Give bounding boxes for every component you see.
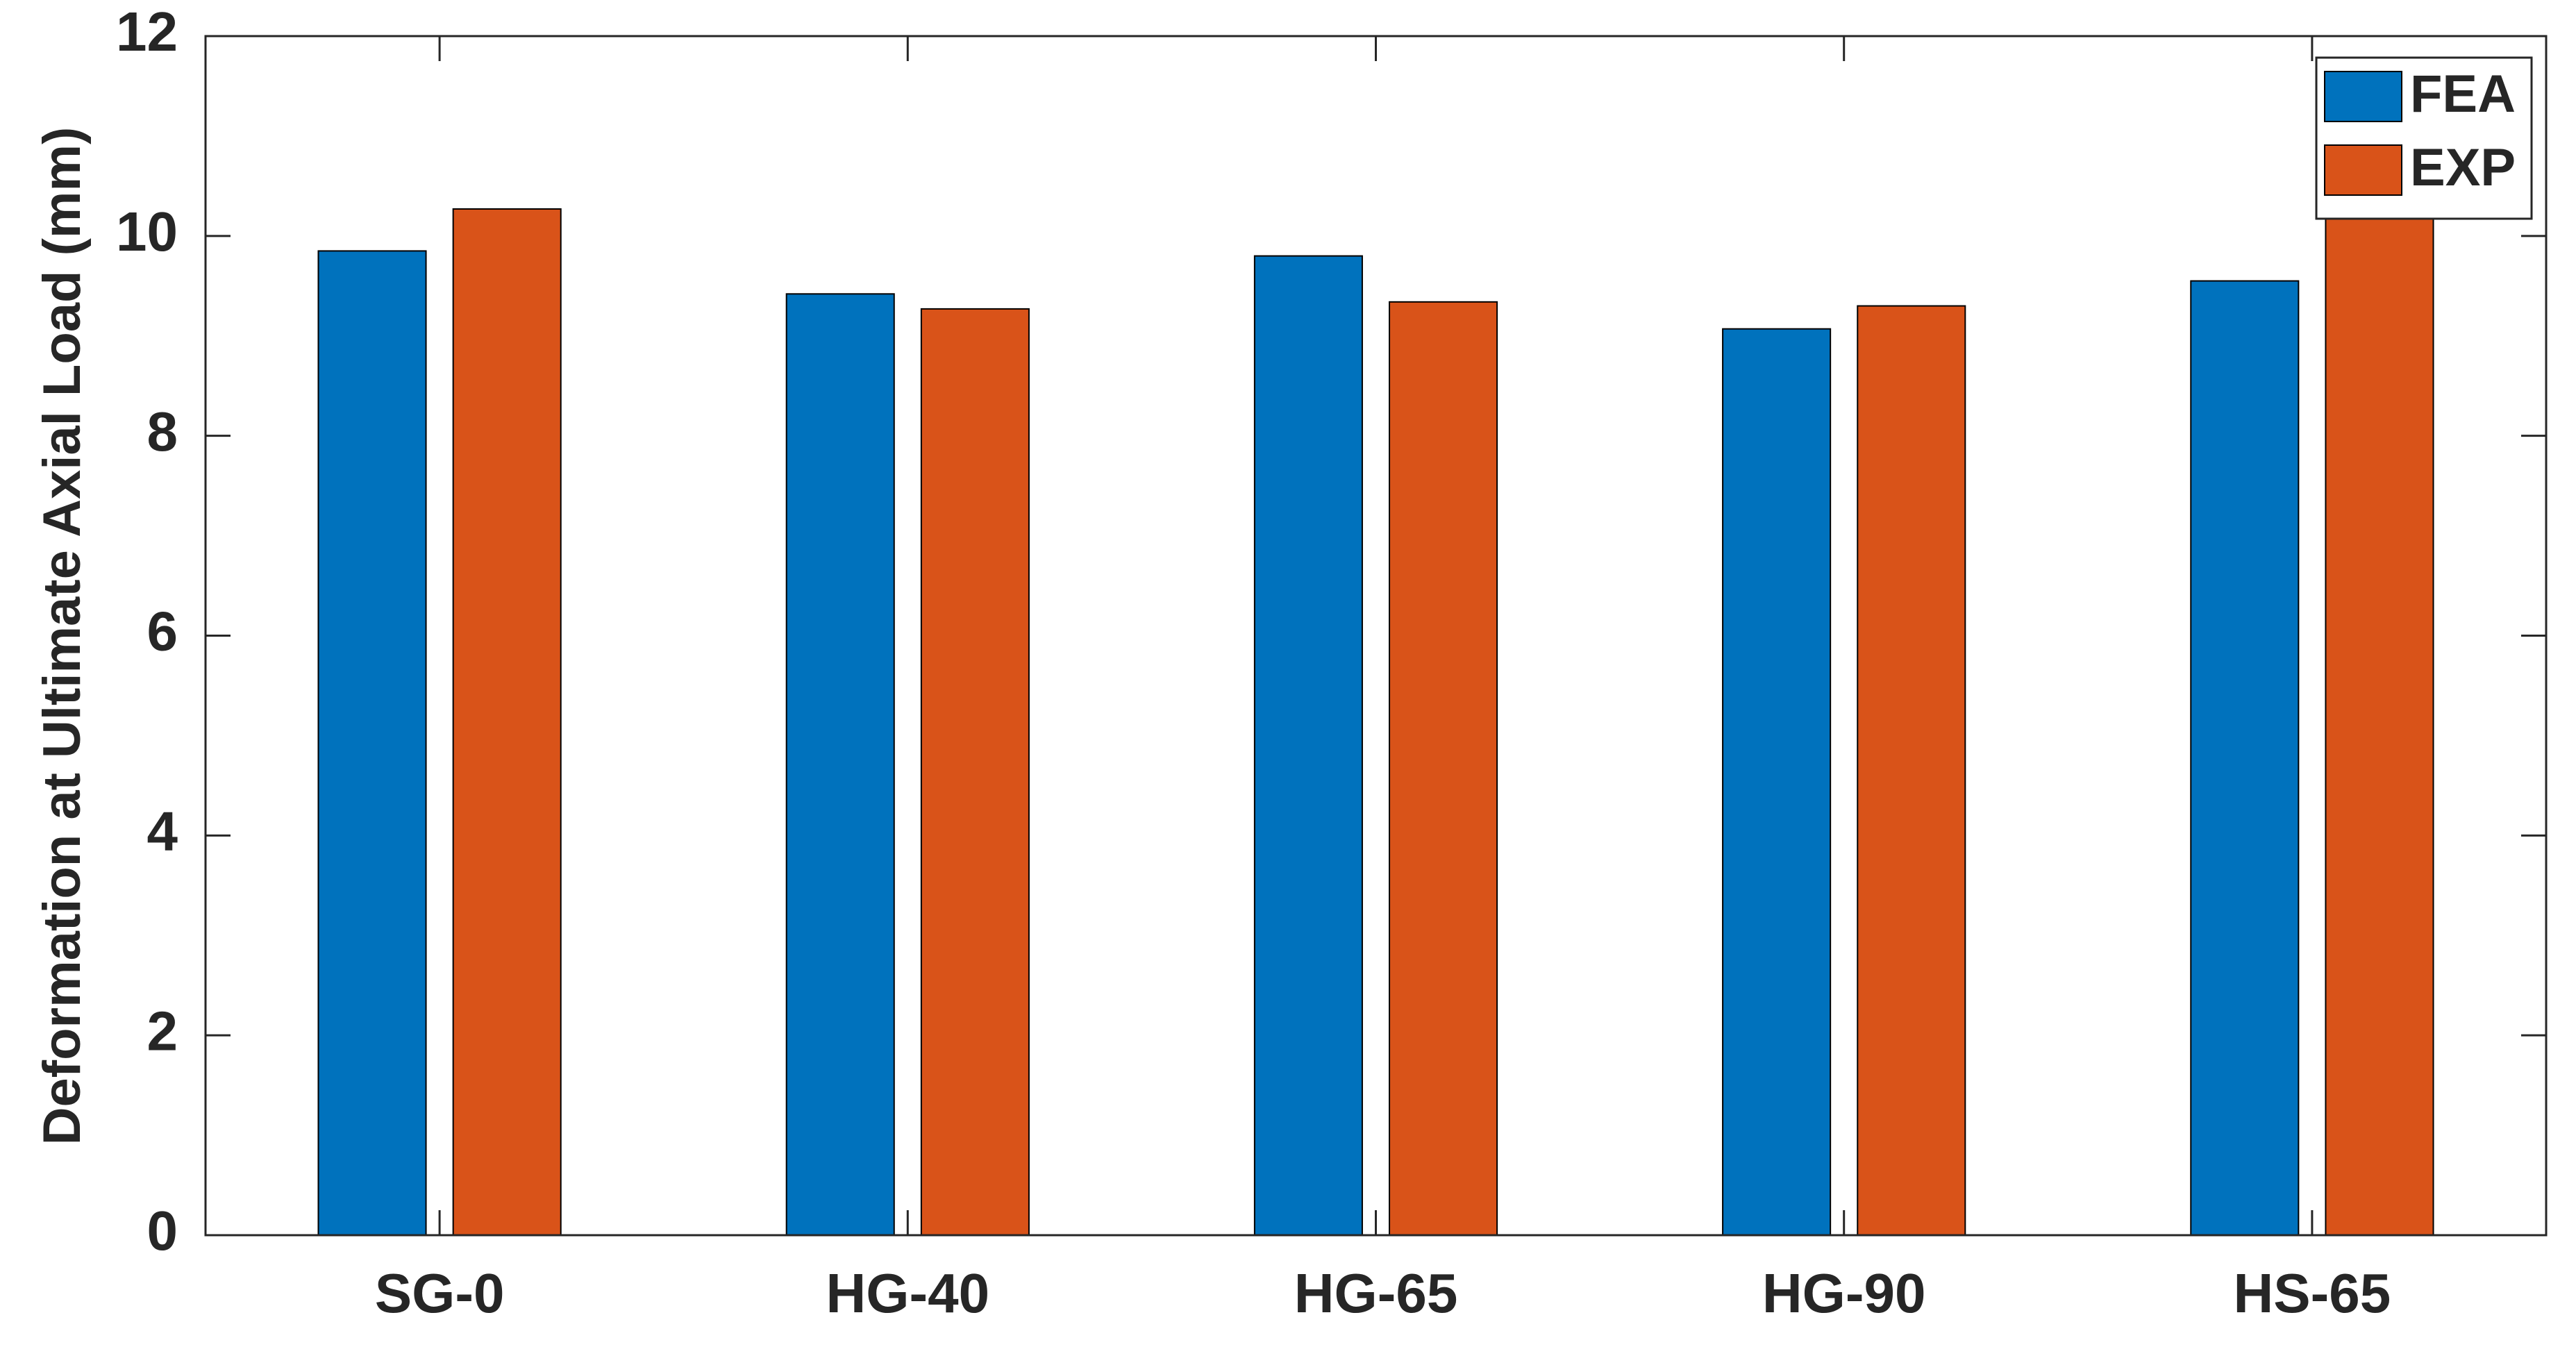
- bar: [1389, 301, 1498, 1236]
- bar: [2190, 280, 2300, 1236]
- bar: [1857, 305, 1966, 1237]
- x-tick-label: HS-65: [2234, 1262, 2391, 1324]
- legend-label: FEA: [2410, 65, 2516, 124]
- legend-swatch: [2324, 71, 2402, 122]
- bar: [2325, 185, 2434, 1236]
- y-tick-label: 6: [147, 601, 178, 662]
- bar: [452, 208, 562, 1236]
- y-axis-label: Deformation at Ultimate Axial Load (mm): [33, 127, 92, 1146]
- x-tick-label: HG-65: [1294, 1262, 1458, 1324]
- legend-label: EXP: [2410, 138, 2516, 197]
- bar: [785, 293, 895, 1236]
- y-tick-label: 12: [116, 1, 178, 62]
- y-tick-label: 10: [116, 201, 178, 262]
- x-tick-label: HG-90: [1762, 1262, 1926, 1324]
- x-tick-label: SG-0: [375, 1262, 505, 1324]
- legend-swatch: [2324, 144, 2402, 196]
- y-tick-label: 0: [147, 1200, 178, 1262]
- x-tick-label: HG-40: [826, 1262, 989, 1324]
- bar: [1253, 255, 1363, 1236]
- y-tick-label: 2: [147, 1000, 178, 1062]
- y-tick-label: 8: [147, 401, 178, 462]
- bar: [317, 250, 427, 1237]
- y-tick-label: 4: [147, 800, 178, 862]
- bar: [920, 308, 1030, 1237]
- plot-frame: [204, 35, 2548, 1237]
- bar: [1722, 328, 1832, 1237]
